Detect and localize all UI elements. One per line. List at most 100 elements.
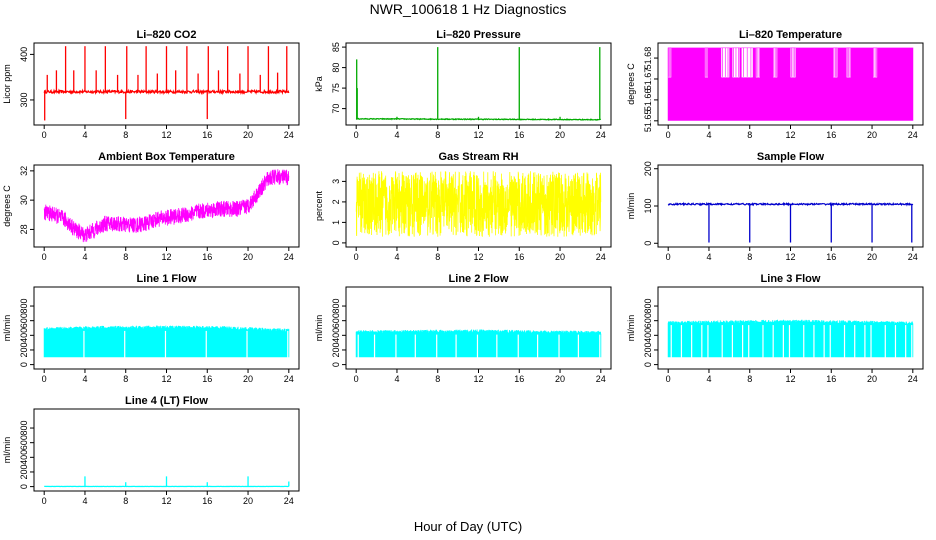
y-tick-label: 51.68 <box>643 47 653 70</box>
y-tick-label: 85 <box>331 42 341 52</box>
x-tick-label: 16 <box>202 252 212 262</box>
panel-line-1-flow: Line 1 Flow ml/min 0 4 8 12 16 20 24 0 20040060080… <box>2 273 300 384</box>
x-tick-label: 20 <box>555 130 565 140</box>
figure-xlabel: Hour of Day (UTC) <box>414 519 522 534</box>
panel-title: Gas Stream RH <box>438 151 518 163</box>
y-tick-label: 400 <box>643 328 653 343</box>
x-tick-label: 0 <box>354 374 359 384</box>
x-tick-label: 4 <box>82 130 87 140</box>
y-tick-label: 70 <box>331 104 341 114</box>
y-tick-label: 800 <box>19 299 29 314</box>
y-axis-label: degrees C <box>2 185 12 227</box>
x-tick-label: 12 <box>161 374 171 384</box>
panel-line-2-flow: Line 2 Flow ml/min 0 4 8 12 16 20 24 0 20040060080… <box>314 273 612 384</box>
y-tick-label: 32 <box>19 166 29 176</box>
x-tick-label: 16 <box>202 130 212 140</box>
panel-title: Line 4 (LT) Flow <box>125 395 208 407</box>
x-tick-label: 16 <box>514 252 524 262</box>
x-tick-label: 20 <box>243 252 253 262</box>
series-gas-stream-rh <box>355 171 602 237</box>
y-tick-label: 400 <box>19 328 29 343</box>
x-tick-label: 20 <box>555 374 565 384</box>
x-tick-label: 12 <box>161 496 171 506</box>
x-tick-label: 0 <box>42 496 47 506</box>
y-tick-label: 600 <box>331 313 341 328</box>
x-tick-label: 0 <box>666 130 671 140</box>
y-axis-label: Licor ppm <box>2 64 12 104</box>
x-tick-label: 4 <box>82 252 87 262</box>
x-tick-label: 4 <box>82 496 87 506</box>
x-tick-label: 24 <box>284 130 294 140</box>
x-tick-label: 24 <box>596 374 606 384</box>
x-tick-label: 8 <box>435 252 440 262</box>
figure-title: NWR_100618 1 Hz Diagnostics <box>370 1 567 17</box>
x-tick-label: 4 <box>82 374 87 384</box>
series-li-820-co2 <box>43 46 290 121</box>
x-tick-label: 0 <box>666 374 671 384</box>
series-li-820-temperature <box>667 47 914 121</box>
y-axis-label: ml/min <box>2 315 12 342</box>
x-tick-label: 16 <box>514 130 524 140</box>
y-tick-label: 800 <box>643 299 653 314</box>
y-tick-label: 0 <box>331 240 341 245</box>
y-tick-label: 300 <box>19 92 29 107</box>
y-tick-label: 75 <box>331 83 341 93</box>
x-tick-label: 8 <box>435 374 440 384</box>
x-tick-label: 12 <box>785 374 795 384</box>
series-ambient-box-temperature <box>43 169 290 243</box>
x-tick-label: 16 <box>826 252 836 262</box>
x-tick-label: 24 <box>284 496 294 506</box>
y-tick-label: 200 <box>331 342 341 357</box>
x-tick-label: 12 <box>473 374 483 384</box>
x-tick-label: 0 <box>42 130 47 140</box>
x-tick-label: 8 <box>747 252 752 262</box>
x-tick-label: 24 <box>908 252 918 262</box>
x-tick-label: 12 <box>473 130 483 140</box>
x-tick-label: 8 <box>123 252 128 262</box>
x-tick-label: 4 <box>706 130 711 140</box>
series-line <box>355 171 602 237</box>
x-tick-label: 4 <box>394 374 399 384</box>
panel-sample-flow: Sample Flow ml/min 0 4 8 12 16 20 24 0 100 200 <box>626 151 924 262</box>
panel-li-820-co2: Li–820 CO2 Licor ppm 0 4 8 12 16 20 24 300 400 <box>2 29 300 140</box>
y-tick-label: 0 <box>19 484 29 489</box>
y-tick-label: 51.65 <box>643 110 653 133</box>
y-tick-label: 51.66 <box>643 89 653 112</box>
x-tick-label: 16 <box>514 374 524 384</box>
panel-line-3-flow: Line 3 Flow ml/min 0 4 8 12 16 20 24 0 20040060080… <box>626 273 924 384</box>
panel-li-820-pressure: Li–820 Pressure kPa 0 4 8 12 16 20 24 70 75 80 85 <box>314 29 612 140</box>
x-tick-label: 24 <box>596 130 606 140</box>
y-tick-label: 800 <box>331 299 341 314</box>
y-tick-label: 400 <box>19 47 29 62</box>
x-tick-label: 0 <box>42 374 47 384</box>
series-sample-flow <box>667 201 914 243</box>
x-tick-label: 20 <box>867 252 877 262</box>
plot-frame <box>345 42 612 126</box>
x-tick-label: 24 <box>284 374 294 384</box>
y-tick-label: 30 <box>19 195 29 205</box>
x-tick-label: 16 <box>202 496 212 506</box>
x-tick-label: 24 <box>284 252 294 262</box>
x-tick-label: 12 <box>473 252 483 262</box>
x-tick-label: 20 <box>243 496 253 506</box>
y-tick-label: 600 <box>19 435 29 450</box>
y-axis-label: ml/min <box>626 315 636 342</box>
panel-li-820-temperature: Li–820 Temperature degrees C 0 4 8 12 16 20 24 51… <box>626 29 924 140</box>
panel-title: Li–820 Pressure <box>436 29 520 41</box>
series-line <box>667 319 914 358</box>
x-tick-label: 24 <box>908 130 918 140</box>
x-tick-label: 8 <box>747 374 752 384</box>
y-tick-label: 0 <box>19 362 29 367</box>
series-line <box>355 329 602 358</box>
y-axis-label: percent <box>314 190 324 221</box>
y-tick-label: 600 <box>19 313 29 328</box>
x-tick-label: 20 <box>555 252 565 262</box>
panel-title: Line 3 Flow <box>761 273 821 285</box>
y-tick-label: 0 <box>643 241 653 246</box>
y-tick-label: 28 <box>19 224 29 234</box>
panel-title: Sample Flow <box>757 151 825 163</box>
series-line-3-flow <box>667 319 914 359</box>
y-axis-label: ml/min <box>314 315 324 342</box>
